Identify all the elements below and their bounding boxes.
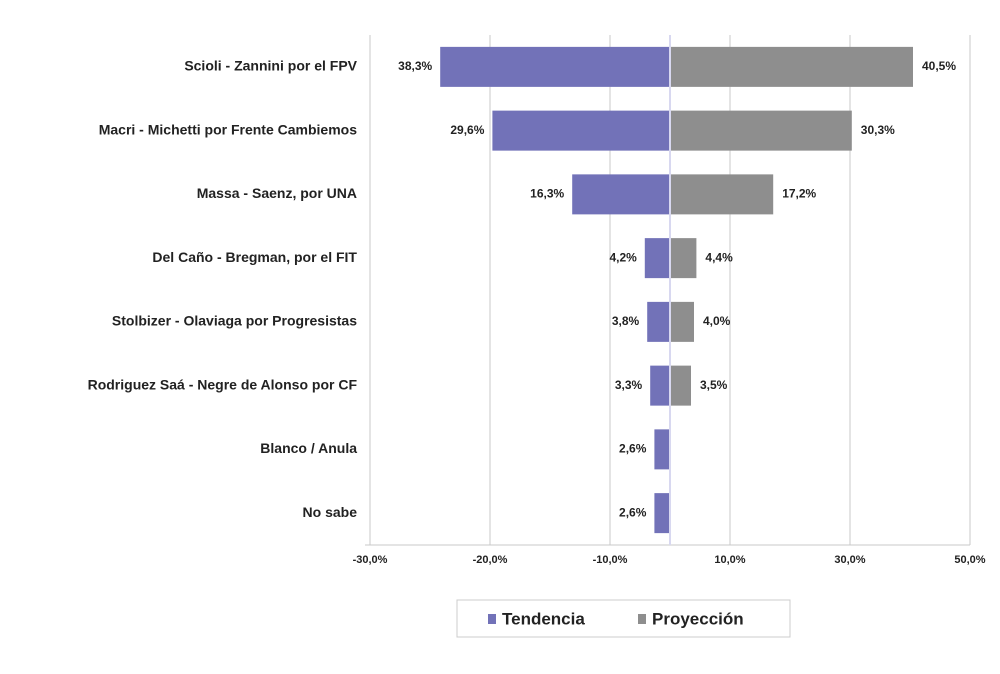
category-label: Scioli - Zannini por el FPV [184, 58, 357, 74]
value-label: 2,6% [619, 505, 647, 519]
value-label: 3,8% [612, 314, 640, 328]
value-label: 17,2% [782, 187, 816, 201]
category-label: Stolbizer - Olaviaga por Progresistas [112, 313, 357, 329]
value-label: 3,3% [615, 378, 643, 392]
category-label: Rodriguez Saá - Negre de Alonso por CF [88, 376, 358, 392]
x-tick-label: 10,0% [714, 554, 745, 566]
legend-swatch [488, 614, 496, 624]
legend-box [456, 599, 791, 638]
value-label: 16,3% [530, 187, 564, 201]
value-label: 4,4% [705, 250, 733, 264]
value-label: 38,3% [398, 59, 432, 73]
category-label: Macri - Michetti por Frente Cambiemos [99, 121, 357, 137]
x-tick-label: -10,0% [593, 554, 628, 566]
bar [670, 301, 694, 342]
x-tick-label: 30,0% [834, 554, 865, 566]
x-tick-label: 50,0% [954, 554, 985, 566]
bar [572, 174, 670, 215]
value-label: 29,6% [450, 123, 484, 137]
value-label: 4,0% [703, 314, 731, 328]
bar [670, 365, 691, 406]
bar [650, 365, 670, 406]
legend-label: Proyección [652, 609, 744, 628]
bar [492, 110, 670, 151]
value-label: 4,2% [609, 250, 637, 264]
value-label: 30,3% [861, 123, 895, 137]
bar [670, 238, 697, 279]
x-tick-label: -30,0% [353, 554, 388, 566]
category-label: Massa - Saenz, por UNA [197, 185, 357, 201]
bar [654, 429, 670, 470]
x-tick-label: -20,0% [473, 554, 508, 566]
bar [440, 46, 670, 87]
legend-swatch [638, 614, 646, 624]
value-label: 3,5% [700, 378, 728, 392]
category-label: Blanco / Anula [260, 440, 357, 456]
category-label: Del Caño - Bregman, por el FIT [152, 249, 357, 265]
legend-label: Tendencia [502, 609, 585, 628]
bar [670, 46, 913, 87]
bar [644, 238, 670, 279]
value-label: 2,6% [619, 442, 647, 456]
bar [647, 301, 670, 342]
bar [670, 110, 852, 151]
value-label: 40,5% [922, 59, 956, 73]
category-label: No sabe [303, 504, 358, 520]
bar [670, 174, 774, 215]
bar [654, 493, 670, 534]
